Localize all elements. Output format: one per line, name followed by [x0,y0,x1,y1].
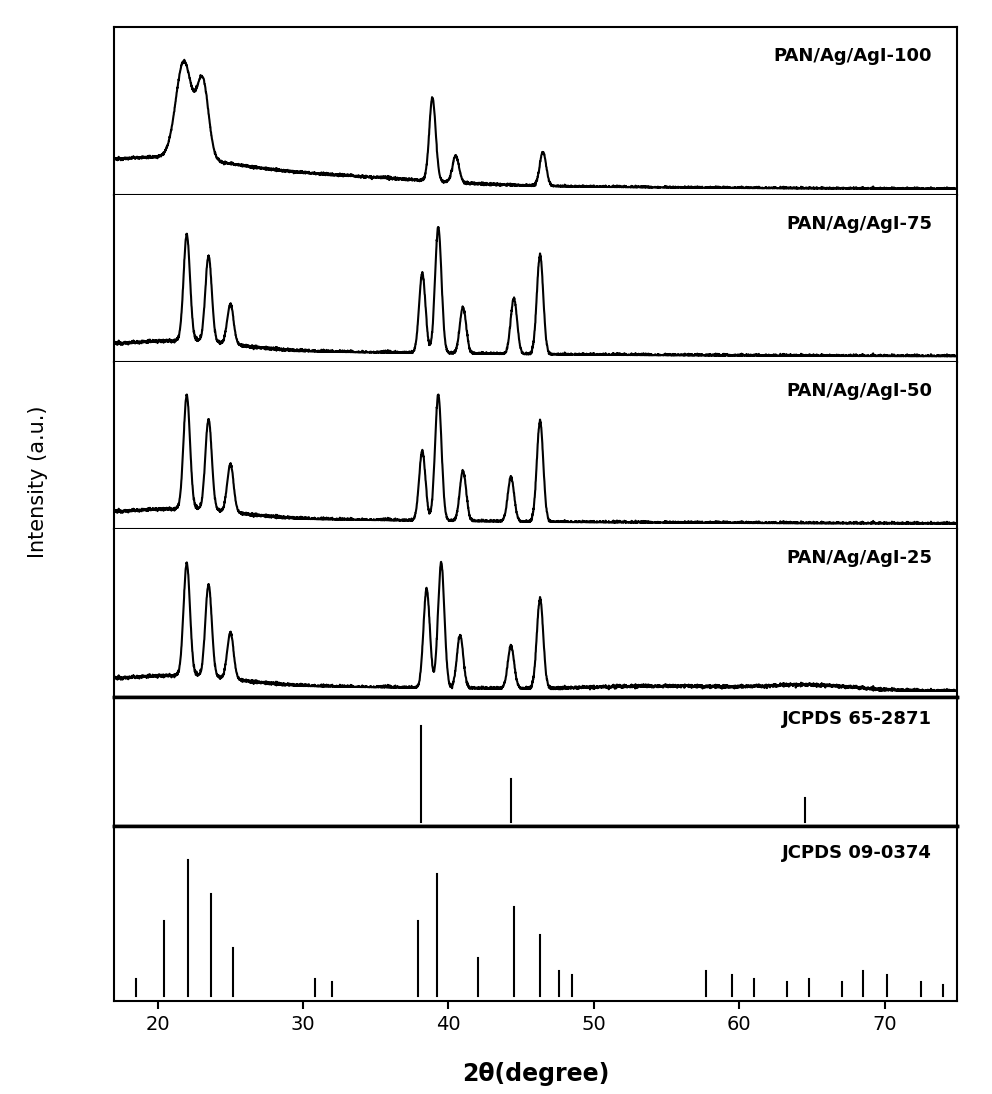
Text: PAN/Ag/AgI-75: PAN/Ag/AgI-75 [786,214,931,233]
Text: JCPDS 09-0374: JCPDS 09-0374 [782,843,931,862]
Text: PAN/Ag/AgI-50: PAN/Ag/AgI-50 [786,382,931,400]
Text: 2θ(degree): 2θ(degree) [462,1062,609,1086]
Text: PAN/Ag/AgI-25: PAN/Ag/AgI-25 [786,549,931,568]
Text: Intensity (a.u.): Intensity (a.u.) [28,405,48,558]
Text: PAN/Ag/AgI-100: PAN/Ag/AgI-100 [774,47,931,66]
Text: JCPDS 65-2871: JCPDS 65-2871 [782,710,931,728]
